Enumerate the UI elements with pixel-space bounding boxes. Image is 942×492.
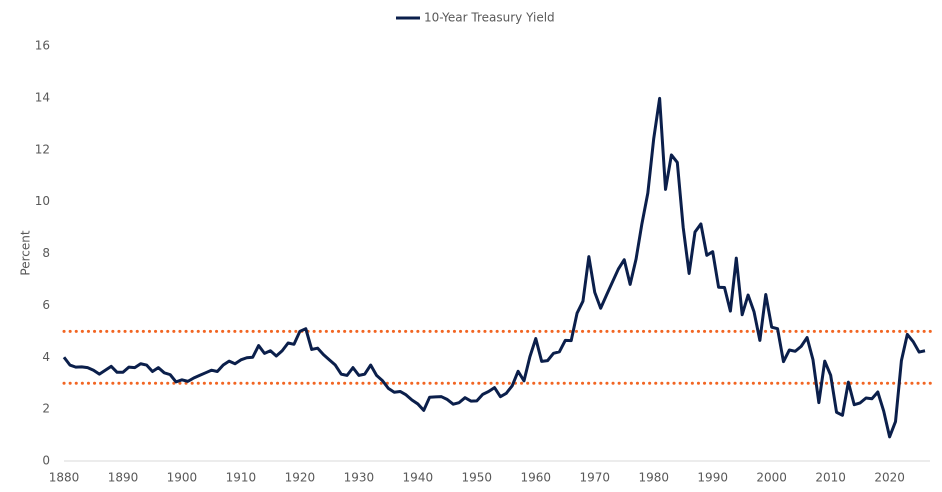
y-tick-label: 12 [35, 142, 50, 156]
x-tick-label: 1900 [167, 471, 198, 485]
x-tick-label: 1980 [638, 471, 669, 485]
y-tick-label: 8 [42, 246, 50, 260]
x-tick-label: 1890 [108, 471, 139, 485]
x-tick-label: 2010 [815, 471, 846, 485]
y-tick-label: 16 [35, 39, 50, 53]
x-tick-label: 1970 [579, 471, 610, 485]
y-tick-label: 4 [42, 350, 50, 364]
y-tick-label: 10 [35, 194, 50, 208]
x-tick-label: 1910 [226, 471, 257, 485]
x-tick-label: 1880 [49, 471, 80, 485]
y-tick-label: 14 [35, 90, 50, 104]
y-tick-label: 2 [42, 402, 50, 416]
x-tick-label: 1990 [697, 471, 728, 485]
x-tick-label: 1920 [285, 471, 316, 485]
x-tick-label: 1950 [462, 471, 493, 485]
x-tick-label: 1940 [403, 471, 434, 485]
x-tick-label: 1960 [521, 471, 552, 485]
data-line [62, 96, 926, 439]
y-tick-label: 6 [42, 298, 50, 312]
x-tick-label: 1930 [344, 471, 375, 485]
x-tick-label: 2000 [756, 471, 787, 485]
y-tick-label: 0 [42, 454, 50, 468]
x-tick-label: 2020 [874, 471, 905, 485]
y-axis-label: Percent [19, 230, 33, 275]
legend-label: 10-Year Treasury Yield [424, 11, 555, 25]
